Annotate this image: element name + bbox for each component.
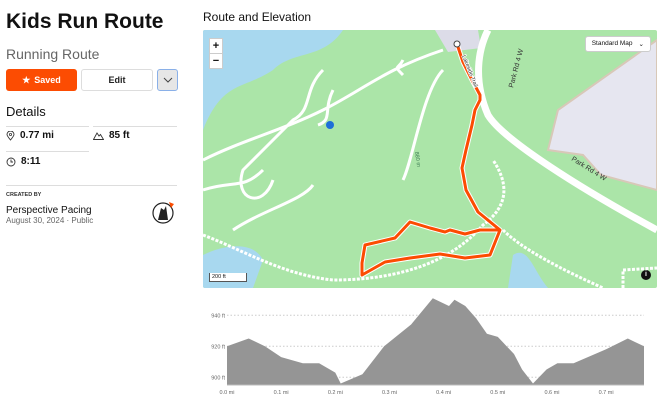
avatar[interactable] [152,200,176,224]
x-tick-label: 0.5 mi [490,390,505,396]
map-style-select[interactable]: Standard Map ⌄ [584,36,651,52]
contour-label: 880 m [413,151,421,167]
star-icon: ★ [22,74,31,85]
zoom-in-button[interactable]: + [209,38,223,54]
saved-button[interactable]: ★ Saved [6,69,77,91]
distance-stat: 0.77 mi [6,130,54,141]
elevation-area [227,298,644,385]
x-tick-label: 0.2 mi [328,390,343,396]
x-tick-label: 0.7 mi [599,390,614,396]
elevation-stat: 85 ft [93,130,130,141]
x-tick-label: 0.3 mi [382,390,397,396]
route-type: Running Route [6,46,100,62]
y-tick-label: 900 ft [211,375,225,381]
chevron-down-icon [163,77,172,83]
author-name[interactable]: Perspective Pacing [6,205,92,216]
map-scale: 200 ft [209,273,247,282]
x-tick-label: 0.4 mi [436,390,451,396]
map-section-title: Route and Elevation [203,10,312,24]
route-map[interactable]: Park Rd 4 W Park Rd 4 W 880 m Lakeside T… [203,30,657,288]
saved-label: Saved [34,75,61,85]
details-heading: Details [6,104,46,119]
zoom-out-button[interactable]: − [209,53,223,69]
x-tick-label: 0.6 mi [544,390,559,396]
edit-button[interactable]: Edit [81,69,153,91]
x-tick-label: 0.1 mi [274,390,289,396]
y-tick-label: 920 ft [211,344,225,350]
more-options-button[interactable] [157,69,178,91]
route-title: Kids Run Route [6,10,164,33]
elevation-chart: 900 ft 920 ft 940 ft 0.0 mi 0.1 mi 0.2 mi 0.3 … [211,298,644,396]
y-tick-label: 940 ft [211,313,225,319]
info-icon[interactable]: i [641,270,651,280]
time-stat: 8:11 [6,156,40,167]
clock-icon [6,157,16,166]
route-meta: August 30, 2024 · Public [6,216,94,225]
created-by-label: CREATED BY [6,192,42,198]
mountain-icon [93,132,104,140]
location-pin-icon [6,130,15,141]
chevron-down-icon: ⌄ [638,41,644,48]
x-tick-label: 0.0 mi [220,390,235,396]
